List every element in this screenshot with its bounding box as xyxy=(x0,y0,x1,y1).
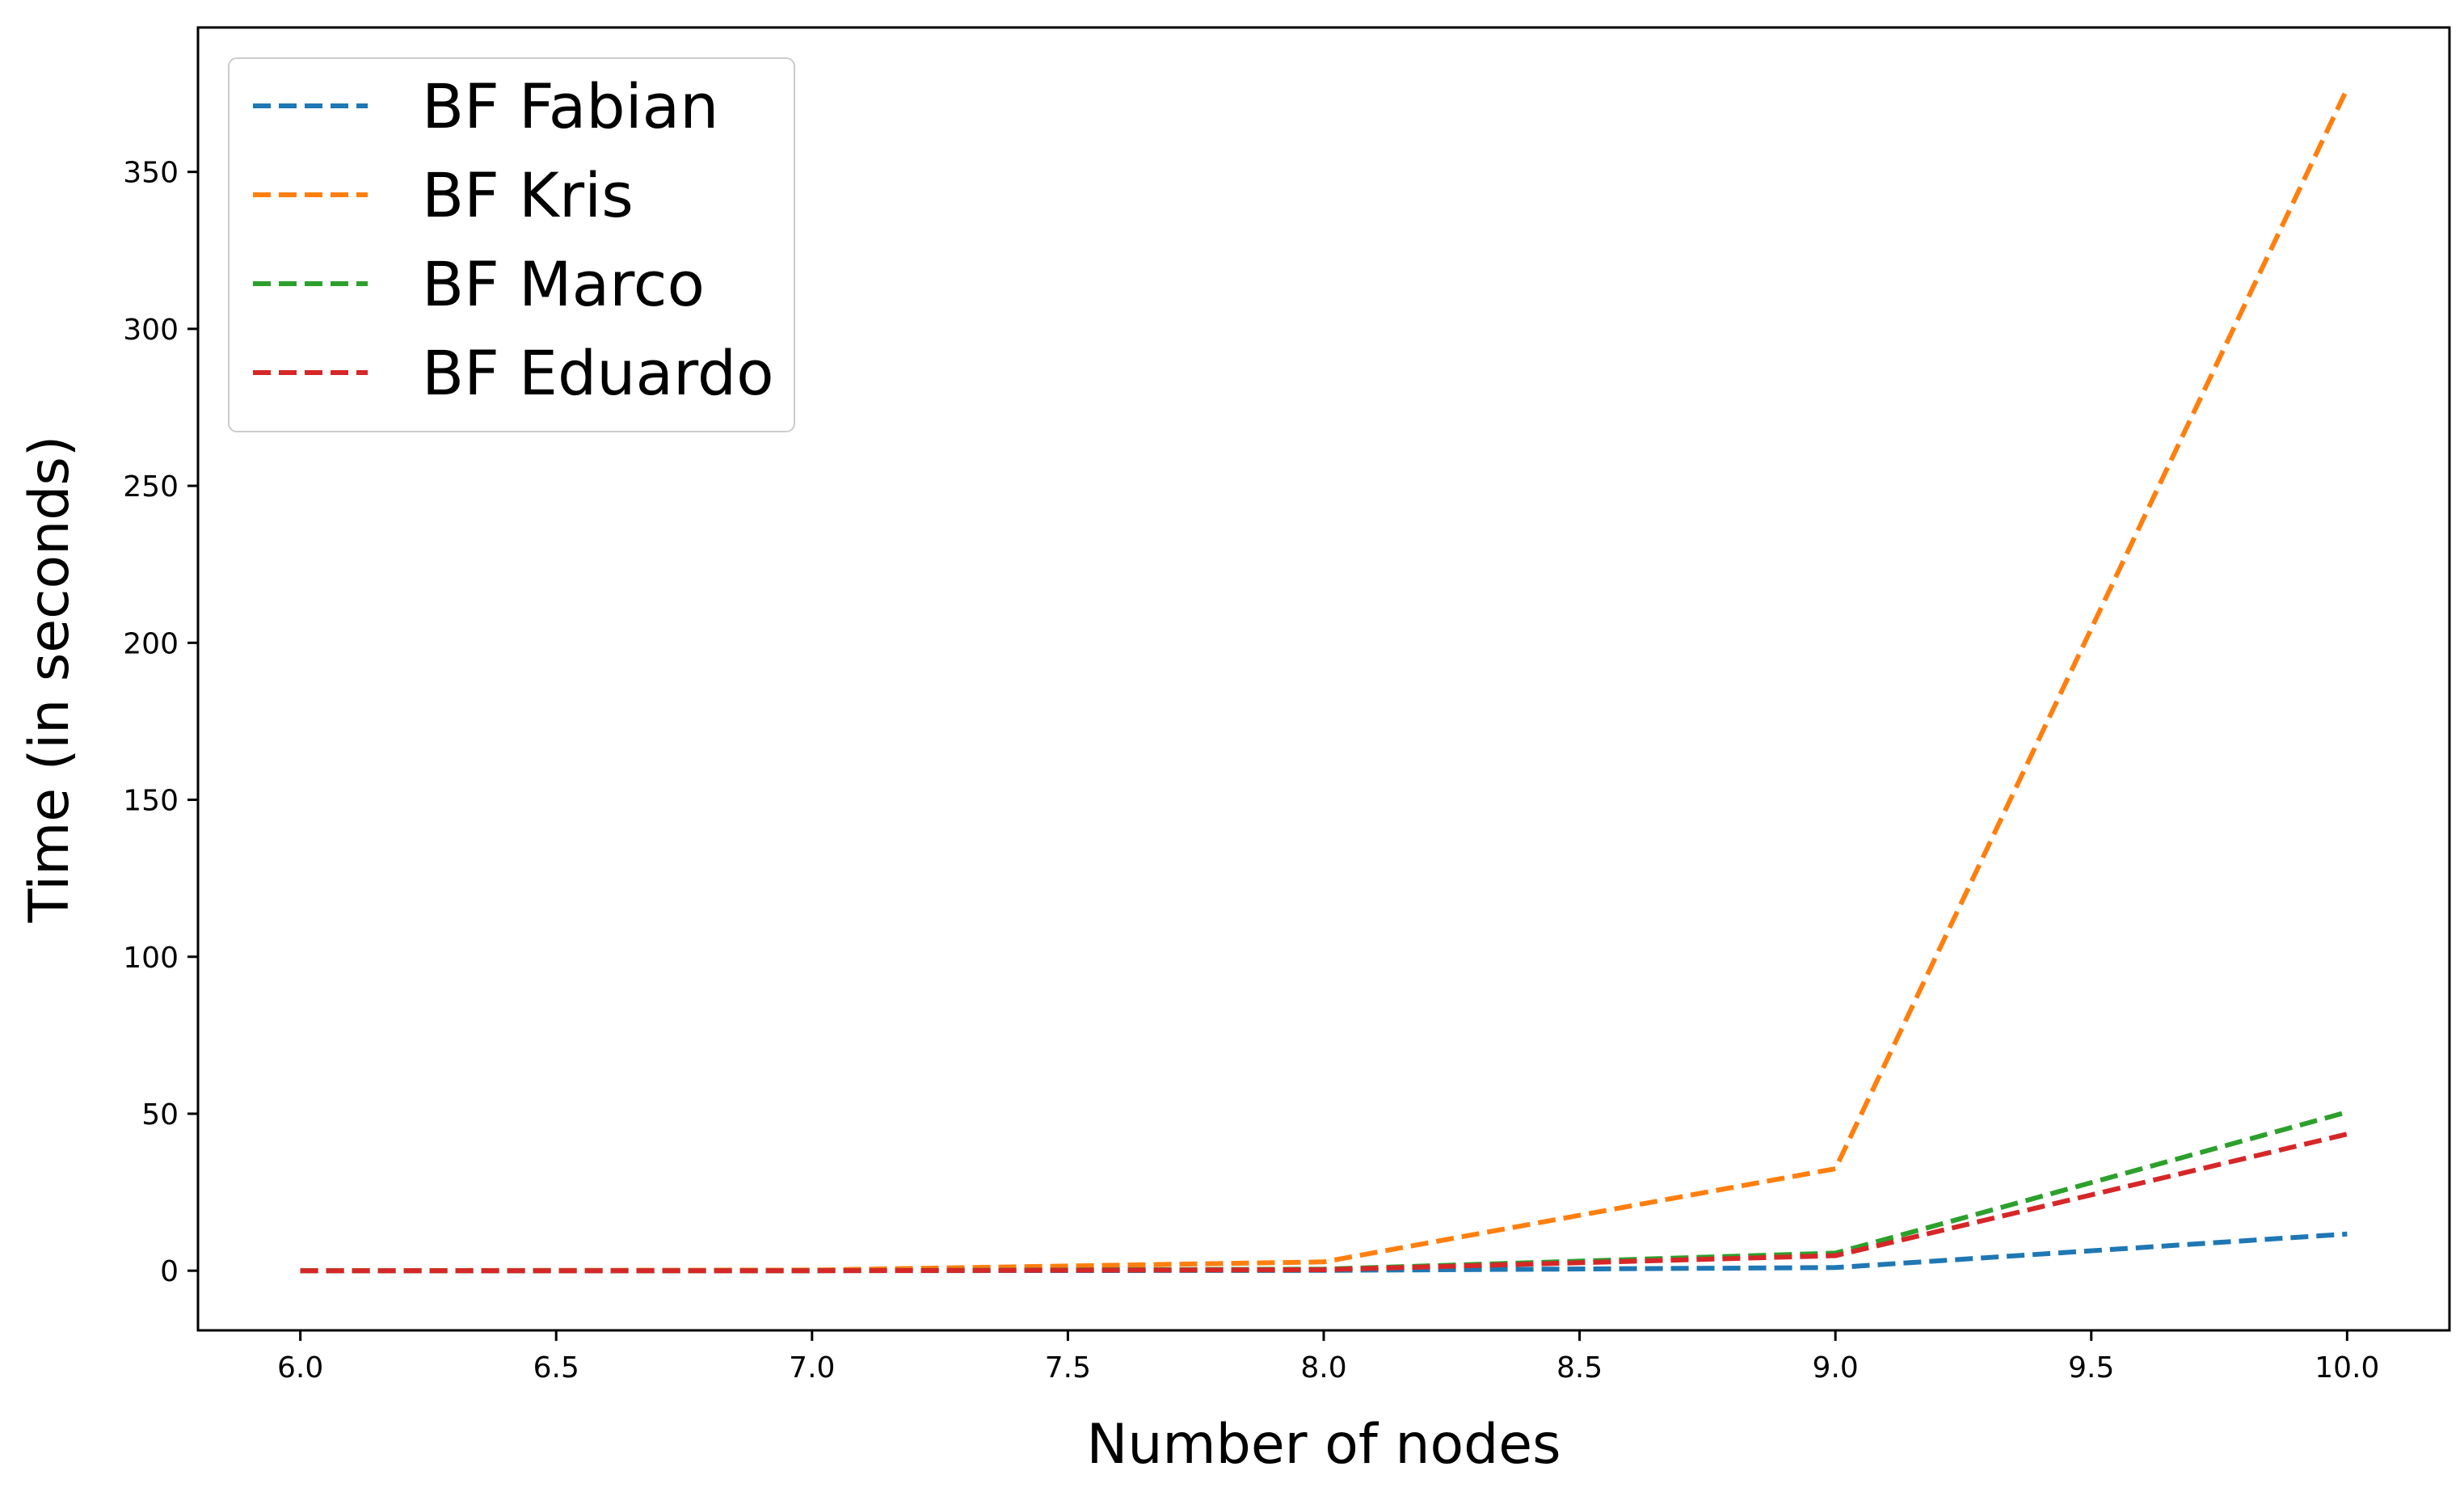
y-tick-label: 0 xyxy=(160,1255,179,1288)
legend-label-1: BF Kris xyxy=(422,159,634,231)
y-axis-title: Time (in seconds) xyxy=(18,436,82,924)
x-axis-title: Number of nodes xyxy=(1086,1413,1561,1477)
x-tick-label: 10.0 xyxy=(2314,1351,2379,1385)
y-tick-label: 350 xyxy=(123,157,179,190)
series-line-3 xyxy=(300,1132,2348,1274)
legend-frame xyxy=(228,57,795,432)
x-tick-label: 8.0 xyxy=(1300,1351,1346,1385)
x-tick-label: 6.5 xyxy=(533,1351,579,1385)
y-axis: 0 50 100 150 200 250 300 350 xyxy=(123,157,198,1288)
x-tick-label: 7.5 xyxy=(1045,1351,1091,1385)
y-tick-label: 250 xyxy=(123,470,179,504)
x-tick-label: 9.0 xyxy=(1813,1351,1859,1385)
x-tick-label: 7.0 xyxy=(789,1351,835,1385)
legend-label-0: BF Fabian xyxy=(422,70,718,142)
y-tick-label: 100 xyxy=(123,942,179,975)
legend-label-2: BF Marco xyxy=(422,248,705,320)
y-tick-label: 50 xyxy=(141,1098,179,1132)
series-layer xyxy=(300,87,2350,1274)
x-axis: 6.0 6.5 7.0 7.5 8.0 8.5 9.0 9.5 10.0 xyxy=(277,1330,2379,1385)
x-tick-label: 6.0 xyxy=(277,1351,323,1385)
x-tick-label: 9.5 xyxy=(2068,1351,2114,1385)
x-tick-label: 8.5 xyxy=(1556,1351,1603,1385)
y-tick-label: 300 xyxy=(123,314,179,347)
legend-label-3: BF Eduardo xyxy=(422,337,774,409)
legend: BF Fabian BF Kris BF Marco BF Eduardo xyxy=(228,57,795,432)
y-tick-label: 200 xyxy=(123,627,179,660)
y-tick-label: 150 xyxy=(123,785,179,818)
